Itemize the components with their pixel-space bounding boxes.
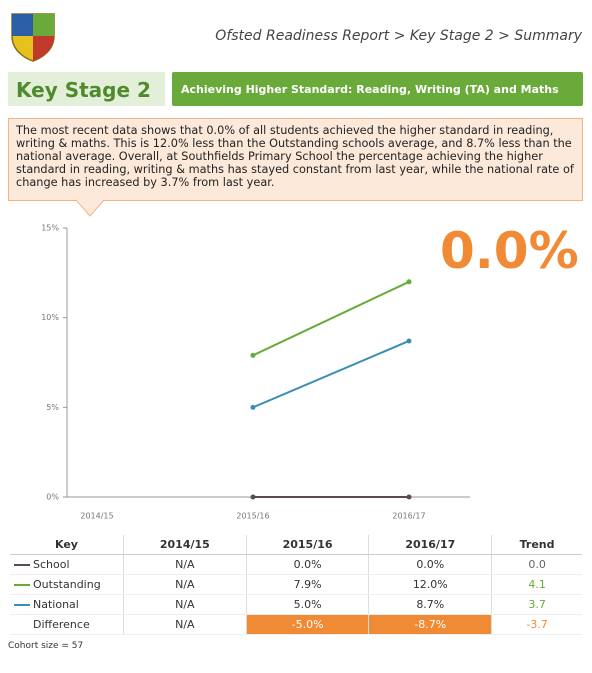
cell-value: N/A bbox=[175, 558, 195, 571]
cell-value: 4.1 bbox=[528, 578, 546, 591]
value-cell: 4.1 bbox=[491, 574, 582, 595]
cell-value: -8.7% bbox=[414, 618, 447, 631]
legend-swatch bbox=[14, 604, 30, 606]
header-cell: Key bbox=[10, 535, 124, 555]
y-tick-label: 0% bbox=[46, 493, 59, 502]
cell-value: 5.0% bbox=[293, 598, 322, 611]
pointer bbox=[76, 200, 105, 217]
value-cell: N/A bbox=[123, 554, 247, 575]
value-cell: 3.7 bbox=[491, 594, 582, 615]
footnote: Cohort size = 57 bbox=[8, 641, 84, 651]
data-point bbox=[406, 494, 412, 500]
y-tick-label: 15% bbox=[41, 224, 59, 233]
value-cell: 0.0% bbox=[368, 554, 493, 575]
cell-value: -5.0% bbox=[291, 618, 324, 631]
value-cell: N/A bbox=[123, 574, 247, 595]
key-cell: Difference bbox=[10, 614, 124, 635]
legend-swatch bbox=[14, 584, 30, 586]
breadcrumb: Ofsted Readiness Report > Key Stage 2 > … bbox=[215, 28, 582, 44]
logo bbox=[11, 13, 55, 62]
key-label: Outstanding bbox=[33, 578, 101, 591]
value-cell: N/A bbox=[123, 594, 247, 615]
header-cell: 2016/17 bbox=[368, 535, 493, 555]
value-cell: 7.9% bbox=[246, 574, 370, 595]
summary-text: The most recent data shows that 0.0% of … bbox=[16, 124, 574, 189]
headline-value: 0.0% bbox=[440, 222, 579, 280]
y-tick-label: 10% bbox=[41, 313, 59, 322]
y-tick-label: 5% bbox=[46, 403, 59, 412]
key-label: School bbox=[33, 558, 70, 571]
cell-value: N/A bbox=[175, 618, 195, 631]
x-tick-label: 2016/17 bbox=[392, 512, 425, 521]
value-cell: -3.7 bbox=[491, 614, 582, 635]
table-row: National N/A 5.0% 8.7% 3.7 bbox=[10, 594, 582, 615]
key-cell: Outstanding bbox=[10, 574, 124, 595]
data-point bbox=[406, 338, 412, 344]
value-cell: 12.0% bbox=[368, 574, 493, 595]
measure-title: Achieving Higher Standard: Reading, Writ… bbox=[172, 72, 583, 106]
cell-value: -3.7 bbox=[526, 618, 548, 631]
cell-value: 0.0% bbox=[416, 558, 445, 571]
table-row: School N/A 0.0% 0.0% 0.0 bbox=[10, 554, 582, 575]
series-line bbox=[252, 340, 410, 409]
section-title: Key Stage 2 bbox=[8, 72, 165, 106]
key-cell: School bbox=[10, 554, 124, 575]
legend-swatch bbox=[14, 564, 30, 566]
cell-value: N/A bbox=[175, 598, 195, 611]
cell-value: 8.7% bbox=[416, 598, 445, 611]
x-tick-label: 2015/16 bbox=[236, 512, 269, 521]
cell-value: 3.7 bbox=[528, 598, 546, 611]
data-point bbox=[250, 404, 256, 410]
data-table: Key 2014/15 2015/16 2016/17 Trend School N/A 0.… bbox=[10, 535, 582, 635]
table-row: Difference N/A -5.0% -8.7% -3.7 bbox=[10, 614, 582, 635]
data-point bbox=[406, 279, 412, 285]
value-cell: 0.0 bbox=[491, 554, 582, 575]
cell-value: 0.0 bbox=[528, 558, 546, 571]
table-row: Outstanding N/A 7.9% 12.0% 4.1 bbox=[10, 574, 582, 595]
cell-value: 0.0% bbox=[293, 558, 322, 571]
value-cell: -5.0% bbox=[246, 614, 370, 635]
header-cell: 2015/16 bbox=[246, 535, 370, 555]
value-cell: 0.0% bbox=[246, 554, 370, 575]
cell-value: N/A bbox=[175, 578, 195, 591]
value-cell: -8.7% bbox=[368, 614, 493, 635]
chart: 0% 5% 10% 15% 2014/15 2015/16 2016/17 bbox=[41, 224, 470, 521]
cell-value: 7.9% bbox=[293, 578, 322, 591]
value-cell: N/A bbox=[123, 614, 247, 635]
key-cell: National bbox=[10, 594, 124, 615]
key-label: National bbox=[33, 598, 79, 611]
value-cell: 5.0% bbox=[246, 594, 370, 615]
header-cell: Trend bbox=[491, 535, 582, 555]
data-point bbox=[250, 494, 256, 500]
value-cell: 8.7% bbox=[368, 594, 493, 615]
table-header-row: Key 2014/15 2015/16 2016/17 Trend bbox=[10, 535, 582, 555]
header-cell: 2014/15 bbox=[123, 535, 247, 555]
x-tick-label: 2014/15 bbox=[80, 512, 113, 521]
data-point bbox=[250, 352, 256, 358]
summary-box: The most recent data shows that 0.0% of … bbox=[8, 118, 583, 201]
key-label: Difference bbox=[33, 618, 90, 631]
cell-value: 12.0% bbox=[412, 578, 448, 591]
series-line bbox=[252, 280, 410, 357]
